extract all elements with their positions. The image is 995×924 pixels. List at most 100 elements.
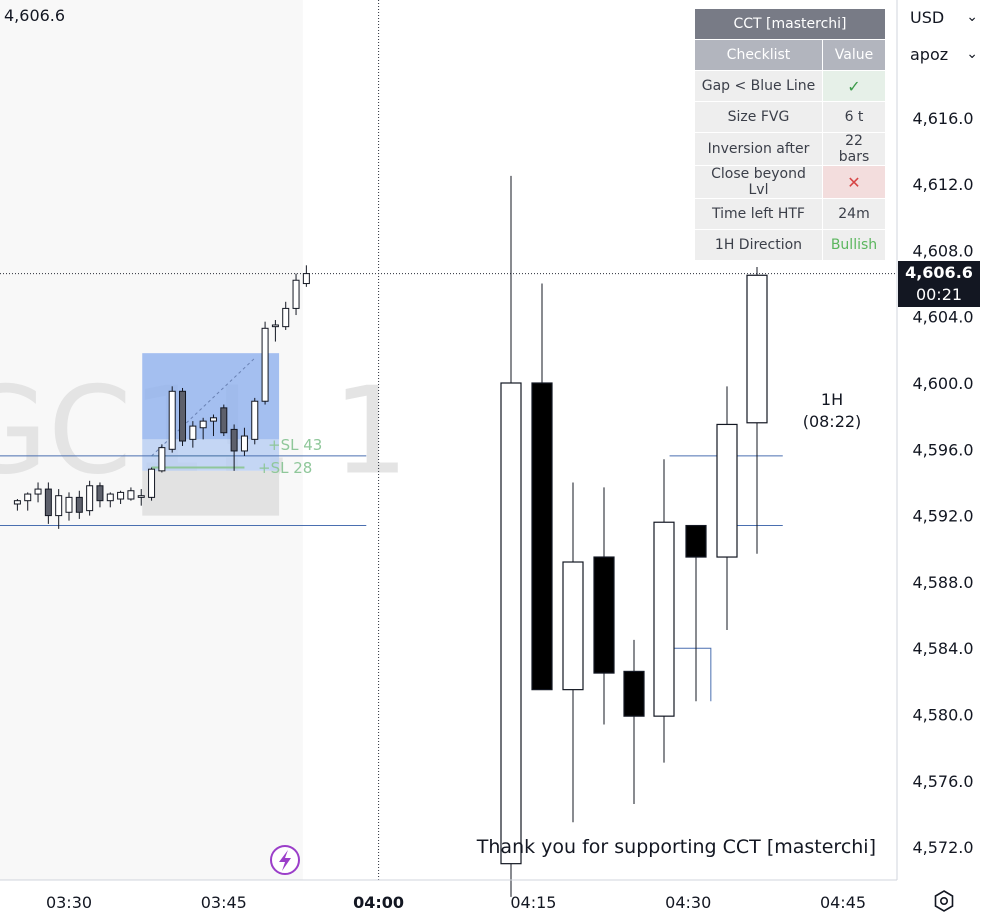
time-tick-label: 04:30 [665, 893, 711, 912]
check-icon: ✓ [823, 71, 885, 101]
price-tick-label: 4,604.0 [912, 308, 973, 327]
ltf-candle [137, 495, 145, 498]
htf-candle [653, 521, 675, 717]
value-header: Value [823, 40, 885, 70]
price-tick-label: 4,572.0 [912, 838, 973, 857]
ltf-candle [251, 400, 259, 440]
htf-timer: (08:22) [803, 412, 862, 431]
row-label: Close beyond Lvl [695, 166, 822, 198]
ltf-candle [44, 488, 52, 517]
ltf-candle [189, 425, 197, 440]
htf-candle [623, 670, 645, 717]
ltf-candle [261, 327, 269, 402]
checklist-row: Inversion after 22 bars [695, 133, 885, 165]
ltf-candle [271, 324, 279, 328]
ltf-candle [13, 500, 21, 505]
ltf-candle [168, 390, 176, 450]
ltf-candle [34, 488, 42, 495]
htf-candle [746, 274, 768, 424]
time-tick-label: 03:30 [46, 893, 92, 912]
htf-candle [500, 382, 522, 865]
ltf-candle [292, 279, 300, 309]
ltf-candle [127, 490, 135, 500]
checklist-header: Checklist [695, 40, 822, 70]
row-label: Size FVG [695, 102, 822, 132]
price-tick-label: 4,588.0 [912, 573, 973, 592]
bolt-icon [279, 850, 291, 871]
price-tick-label: 4,612.0 [912, 175, 973, 194]
price-tick-label: 4,608.0 [912, 241, 973, 260]
currency-value: USD [910, 7, 945, 27]
fvg-box [142, 470, 280, 516]
checklist-row: 1H Direction Bullish [695, 230, 885, 260]
cross-icon: ✕ [823, 166, 885, 198]
time-tick-label: 04:45 [820, 893, 866, 912]
checklist-row: Gap < Blue Line ✓ [695, 71, 885, 101]
htf-candle [685, 524, 707, 558]
ltf-candle [302, 273, 310, 285]
price-tick-label: 4,596.0 [912, 440, 973, 459]
currency-select[interactable]: USD ⌄ [904, 2, 984, 32]
sl-label: +SL 43 [268, 436, 322, 454]
time-tick-label: 04:00 [353, 893, 404, 912]
checklist-table: CCT [masterchi] Checklist Value Gap < Bl… [694, 8, 886, 261]
ltf-candle [282, 307, 290, 328]
sl-label: +SL 28 [258, 459, 312, 477]
countdown: 00:21 [915, 285, 963, 304]
ltf-candle [96, 485, 104, 502]
row-label: 1H Direction [695, 230, 822, 260]
checklist-row: Time left HTF 24m [695, 199, 885, 229]
htf-candle [562, 561, 584, 691]
ltf-candle [148, 468, 156, 498]
htf-candle [531, 382, 553, 691]
ltf-candle [179, 390, 187, 442]
account-select[interactable]: apoz ⌄ [904, 39, 984, 69]
ltf-candle [158, 447, 166, 472]
htf-label: 1H [821, 390, 843, 409]
row-value: Bullish [823, 230, 885, 260]
ltf-candle [24, 493, 32, 502]
row-value: 22 bars [823, 133, 885, 165]
row-value: 6 t [823, 102, 885, 132]
time-tick-label: 03:45 [201, 893, 247, 912]
current-price-tag: 4,606.6 00:21 [898, 261, 980, 307]
ltf-candle [117, 491, 125, 500]
row-label: Inversion after [695, 133, 822, 165]
ltf-candle [199, 420, 207, 429]
price-tick-label: 4,600.0 [912, 374, 973, 393]
settings-hexagon-icon[interactable] [933, 889, 955, 913]
ltf-candle [209, 417, 217, 422]
top-left-price-label: 4,606.6 [0, 4, 70, 27]
ltf-candle [75, 496, 83, 513]
row-label: Time left HTF [695, 199, 822, 229]
chevron-down-icon: ⌄ [966, 46, 978, 62]
checklist-title: CCT [masterchi] [695, 9, 885, 39]
time-tick-label: 04:15 [510, 893, 556, 912]
price-axis [897, 0, 995, 924]
ltf-candle [230, 428, 238, 452]
price-tick-label: 4,580.0 [912, 706, 973, 725]
chevron-down-icon: ⌄ [966, 9, 978, 25]
checklist-row: Close beyond Lvl ✕ [695, 166, 885, 198]
ltf-candle [65, 496, 73, 513]
row-value: 24m [823, 199, 885, 229]
htf-candle [716, 423, 738, 558]
ltf-candle [86, 485, 94, 512]
price-tick-label: 4,592.0 [912, 507, 973, 526]
account-value: apoz [910, 44, 949, 64]
checklist-row: Size FVG 6 t [695, 102, 885, 132]
price-tick-label: 4,584.0 [912, 639, 973, 658]
fvg-box [142, 353, 280, 440]
price-tick-label: 4,616.0 [912, 109, 973, 128]
htf-candle [593, 556, 615, 674]
current-price: 4,606.6 [905, 263, 973, 282]
ltf-candle [106, 493, 114, 502]
price-tick-label: 4,576.0 [912, 772, 973, 791]
footer-message: Thank you for supporting CCT [masterchi] [476, 836, 876, 858]
ltf-candle [55, 495, 63, 517]
ltf-candle [220, 407, 228, 434]
row-label: Gap < Blue Line [695, 71, 822, 101]
ltf-candle [240, 435, 248, 452]
